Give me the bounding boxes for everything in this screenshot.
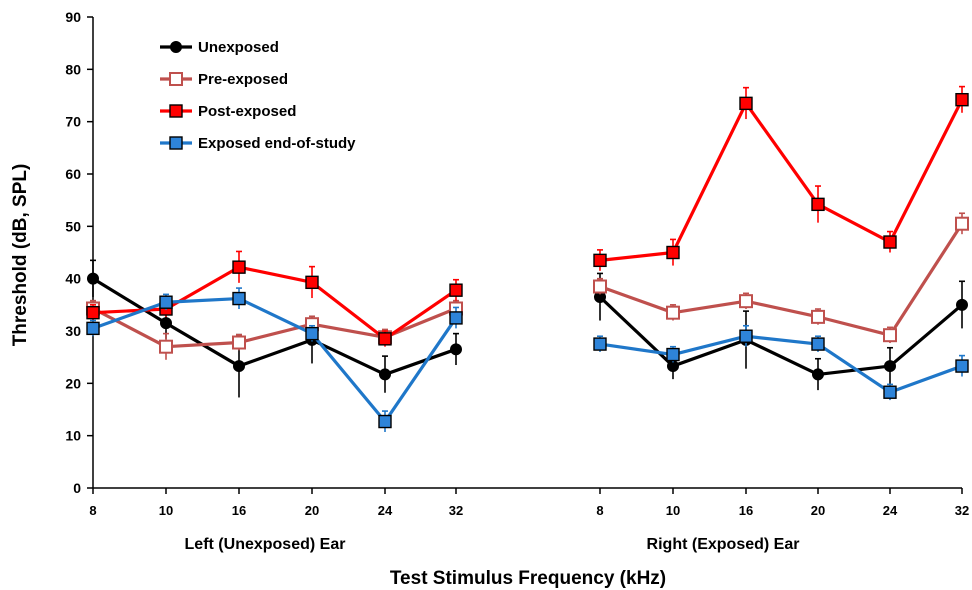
x-tick-label: 16 xyxy=(232,503,246,518)
x-tick-label: 8 xyxy=(596,503,603,518)
data-point xyxy=(956,298,968,311)
x-axis: 8 10 16 20 24 32 Left (Unexposed) Ear 8 10 16 20 24… xyxy=(89,487,969,553)
data-point xyxy=(883,235,897,249)
data-point xyxy=(449,311,463,325)
data-point xyxy=(87,272,99,285)
x-tick-label: 32 xyxy=(955,503,969,518)
x-axis-title: Test Stimulus Frequency (kHz) xyxy=(390,568,666,589)
x-tick-label: 24 xyxy=(883,503,898,518)
data-point xyxy=(739,329,753,343)
data-point xyxy=(593,253,607,268)
data-point xyxy=(812,368,824,381)
data-point xyxy=(955,216,969,231)
x-tick-label: 8 xyxy=(89,503,96,518)
data-point xyxy=(378,414,392,429)
y-tick-label: 90 xyxy=(65,9,81,25)
x-group-label: Left (Unexposed) Ear xyxy=(185,536,346,553)
data-point xyxy=(666,347,680,362)
legend-label: Exposed end-of-study xyxy=(198,135,356,152)
data-point xyxy=(955,92,969,107)
series-line xyxy=(599,334,963,394)
data-point xyxy=(884,360,896,373)
x-tick-label: 32 xyxy=(449,503,463,518)
data-point xyxy=(305,326,319,341)
series-3 xyxy=(86,287,969,433)
series-line xyxy=(92,296,458,424)
x-group-label: Right (Exposed) Ear xyxy=(647,536,800,553)
x-tick-label: 10 xyxy=(159,503,173,518)
data-point xyxy=(593,279,607,294)
data-point xyxy=(233,360,245,373)
y-tick-label: 0 xyxy=(73,480,81,496)
data-point xyxy=(86,305,100,320)
y-axis: 0 10 20 30 40 50 60 70 80 90 xyxy=(65,9,94,496)
data-point xyxy=(593,337,607,351)
y-tick-label: 10 xyxy=(65,428,81,444)
data-point xyxy=(883,385,897,399)
x-tick-label: 24 xyxy=(378,503,393,518)
data-point xyxy=(739,294,753,309)
legend-label: Unexposed xyxy=(198,39,279,56)
data-point xyxy=(378,332,392,346)
data-point xyxy=(666,245,680,260)
y-tick-label: 50 xyxy=(65,218,81,234)
data-point xyxy=(305,275,319,290)
data-point xyxy=(449,283,463,297)
legend-marker xyxy=(169,136,183,150)
x-tick-label: 20 xyxy=(811,503,825,518)
y-axis-title: Threshold (dB, SPL) xyxy=(10,164,31,347)
data-point xyxy=(160,317,172,330)
series-0 xyxy=(87,259,968,398)
x-tick-label: 20 xyxy=(305,503,319,518)
data-point xyxy=(739,96,753,111)
data-point xyxy=(811,337,825,351)
legend-marker xyxy=(170,41,182,53)
series-2 xyxy=(86,85,969,347)
series-line xyxy=(599,222,964,337)
y-tick-label: 30 xyxy=(65,323,81,339)
data-point xyxy=(955,359,969,373)
data-point xyxy=(232,260,246,274)
series-line xyxy=(598,295,964,377)
series-1 xyxy=(86,212,969,360)
series-line xyxy=(92,277,457,377)
y-tick-label: 20 xyxy=(65,375,81,391)
data-point xyxy=(666,305,680,320)
y-tick-label: 80 xyxy=(65,61,81,77)
series-layer xyxy=(86,85,969,433)
data-point xyxy=(811,309,825,324)
x-tick-label: 10 xyxy=(666,503,680,518)
legend-label: Post-exposed xyxy=(198,103,296,120)
data-point xyxy=(811,197,825,212)
data-point xyxy=(159,339,173,354)
series-line xyxy=(599,98,964,262)
series-line xyxy=(92,265,457,341)
y-tick-label: 60 xyxy=(65,166,81,182)
legend-label: Pre-exposed xyxy=(198,71,288,88)
legend-marker xyxy=(169,104,183,118)
data-point xyxy=(159,295,173,309)
x-tick-label: 16 xyxy=(739,503,753,518)
data-point xyxy=(379,368,391,381)
data-point xyxy=(232,335,246,350)
y-tick-label: 40 xyxy=(65,271,81,287)
legend-marker xyxy=(169,72,183,86)
data-point xyxy=(883,328,897,343)
data-point xyxy=(86,321,100,336)
data-point xyxy=(450,343,462,356)
y-tick-label: 70 xyxy=(65,114,81,130)
data-point xyxy=(232,291,246,306)
legend: Unexposed Pre-exposed Post-exposed Exposed … xyxy=(160,39,356,152)
